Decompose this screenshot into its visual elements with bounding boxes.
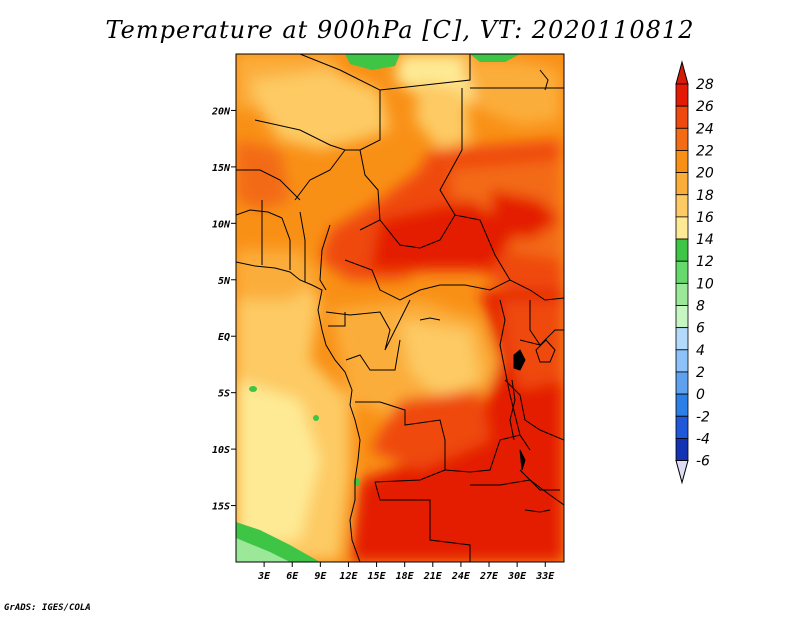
- colorbar-label: 2: [696, 365, 705, 381]
- lon-tick-label: 24E: [451, 571, 471, 582]
- colorbar-label: -2: [696, 409, 710, 425]
- lat-tick-label: 10N: [212, 219, 231, 230]
- lon-tick-label: 18E: [396, 571, 415, 582]
- lon-tick-label: 15E: [368, 571, 387, 582]
- colorbar-label: 26: [696, 99, 714, 115]
- colorbar-label: 8: [696, 299, 705, 315]
- colorbar-swatch: [675, 371, 689, 395]
- colorbar-over-triangle: [675, 60, 689, 85]
- colorbar-swatch: [675, 260, 689, 284]
- colorbar-label: 16: [696, 210, 714, 226]
- colorbar-label: 20: [696, 166, 714, 182]
- temperature-field: [236, 54, 564, 562]
- lon-tick-label: 9E: [314, 571, 327, 582]
- colorbar-label: 24: [696, 121, 714, 137]
- grads-credit: GrADS: IGES/COLA: [4, 603, 91, 613]
- lon-tick-label: 33E: [535, 571, 555, 582]
- lat-tick-label: 5N: [218, 276, 231, 287]
- colorbar-label: -4: [696, 431, 710, 447]
- lon-tick-label: 21E: [423, 571, 443, 582]
- lon-tick-label: 3E: [257, 571, 271, 582]
- colorbar-swatch: [675, 216, 689, 240]
- colorbar-swatch: [675, 83, 689, 107]
- colorbar-label: 10: [696, 276, 714, 292]
- colorbar-swatch: [675, 415, 689, 439]
- lon-tick-label: 30E: [507, 571, 527, 582]
- lon-tick-label: 6E: [286, 571, 299, 582]
- map-title: Temperature at 900hPa [C], VT: 202011081…: [105, 16, 695, 44]
- lat-tick-label: EQ: [218, 332, 230, 343]
- colorbar-swatch: [675, 150, 689, 173]
- country-borders: [236, 54, 564, 562]
- latitude-axis: 20N 15N 10N 5N EQ 5S 10S 15S: [211, 106, 236, 513]
- colorbar-swatch: [675, 172, 689, 196]
- colorbar-swatch: [675, 437, 689, 461]
- longitude-axis: 3E 6E 9E 12E 15E 18E 21E 24E 27E 30E 33E: [257, 562, 555, 582]
- colorbar-label: 14: [696, 232, 714, 248]
- colorbar-swatch: [675, 105, 689, 129]
- lon-tick-label: 27E: [479, 571, 499, 582]
- colorbar-label: 4: [696, 343, 705, 359]
- colorbar-swatch: [675, 194, 689, 218]
- colorbar-label: 12: [696, 254, 714, 270]
- colorbar-under-triangle: [675, 460, 689, 485]
- lat-tick-label: 5S: [218, 389, 230, 400]
- lon-tick-label: 12E: [339, 571, 358, 582]
- colorbar-label: 28: [696, 77, 714, 93]
- colorbar-label: 0: [696, 387, 705, 403]
- colorbar-swatch: [675, 127, 689, 151]
- lat-tick-label: 15S: [212, 502, 230, 513]
- colorbar-label: 6: [696, 321, 705, 337]
- colorbar-swatch: [675, 393, 689, 417]
- colorbar-swatch: [675, 349, 689, 373]
- lat-tick-label: 15N: [212, 163, 231, 174]
- colorbar-label: 18: [696, 188, 714, 204]
- colorbar-swatch: [675, 305, 689, 329]
- map-frame: [235, 53, 565, 563]
- colorbar-swatch: [675, 327, 689, 351]
- colorbar-label: 22: [696, 143, 714, 159]
- colorbar-label: -6: [696, 454, 710, 470]
- lat-tick-label: 20N: [211, 106, 231, 117]
- colorbar-swatch: [675, 282, 689, 306]
- colorbar-swatch: [675, 238, 689, 262]
- lat-tick-label: 10S: [212, 445, 230, 456]
